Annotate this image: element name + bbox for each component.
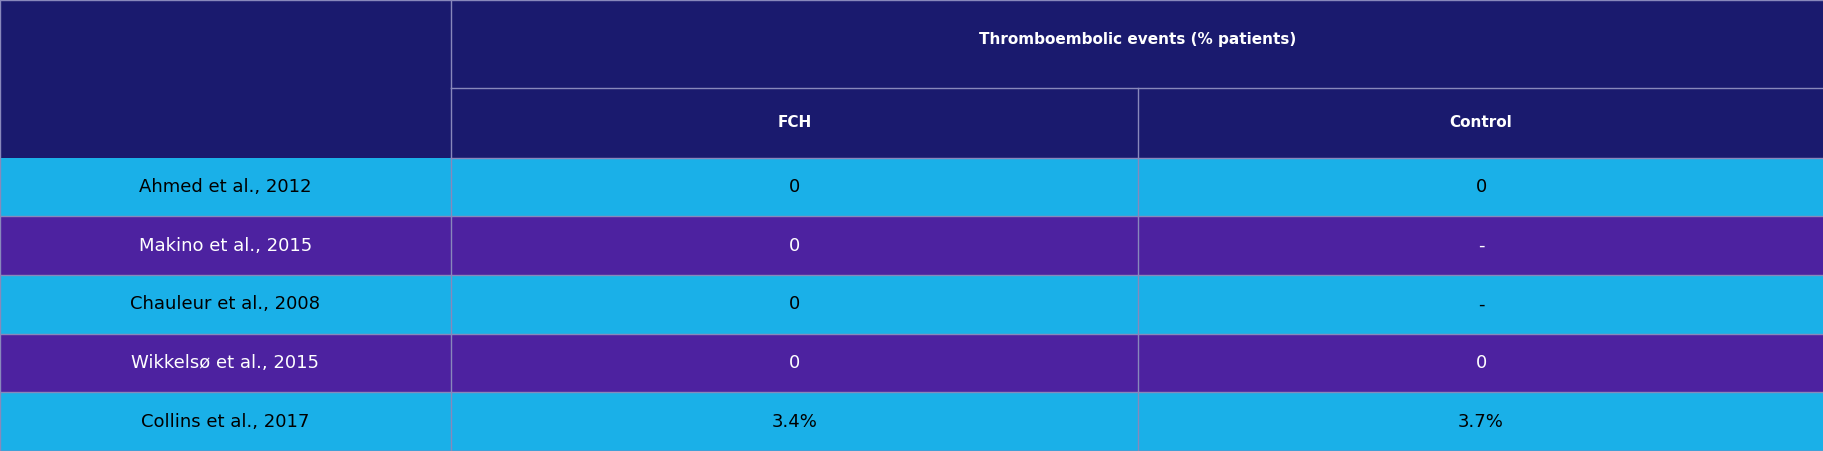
Bar [1138, 88, 1823, 158]
Bar [0, 216, 450, 275]
Bar [450, 334, 1138, 392]
Text: Collins et al., 2017: Collins et al., 2017 [140, 413, 310, 431]
Bar [0, 275, 450, 334]
Bar [1138, 392, 1823, 451]
Bar [450, 392, 1138, 451]
Text: 0: 0 [788, 295, 800, 313]
Text: -: - [1477, 237, 1484, 255]
Bar [450, 216, 1138, 275]
Text: 3.4%: 3.4% [771, 413, 817, 431]
Bar [1138, 158, 1823, 216]
Bar [0, 392, 450, 451]
Bar [0, 88, 450, 158]
Text: Makino et al., 2015: Makino et al., 2015 [139, 237, 312, 255]
Bar [0, 0, 450, 88]
Text: 0: 0 [788, 237, 800, 255]
Bar [450, 158, 1138, 216]
Text: 0: 0 [1475, 178, 1486, 196]
Bar [450, 0, 1823, 88]
Text: -: - [1477, 295, 1484, 313]
Bar [1138, 334, 1823, 392]
Text: 0: 0 [1475, 354, 1486, 372]
Text: Wikkelsø et al., 2015: Wikkelsø et al., 2015 [131, 354, 319, 372]
Bar [1138, 275, 1823, 334]
Text: 3.7%: 3.7% [1457, 413, 1504, 431]
Bar [450, 88, 1138, 158]
Text: Ahmed et al., 2012: Ahmed et al., 2012 [139, 178, 312, 196]
Text: 0: 0 [788, 354, 800, 372]
Text: FCH: FCH [777, 115, 811, 130]
Bar [0, 158, 450, 216]
Text: Chauleur et al., 2008: Chauleur et al., 2008 [129, 295, 321, 313]
Bar [1138, 216, 1823, 275]
Bar [0, 334, 450, 392]
Bar [450, 275, 1138, 334]
Text: 0: 0 [788, 178, 800, 196]
Text: Control: Control [1449, 115, 1511, 130]
Text: Thromboembolic events (% patients): Thromboembolic events (% patients) [979, 32, 1294, 47]
